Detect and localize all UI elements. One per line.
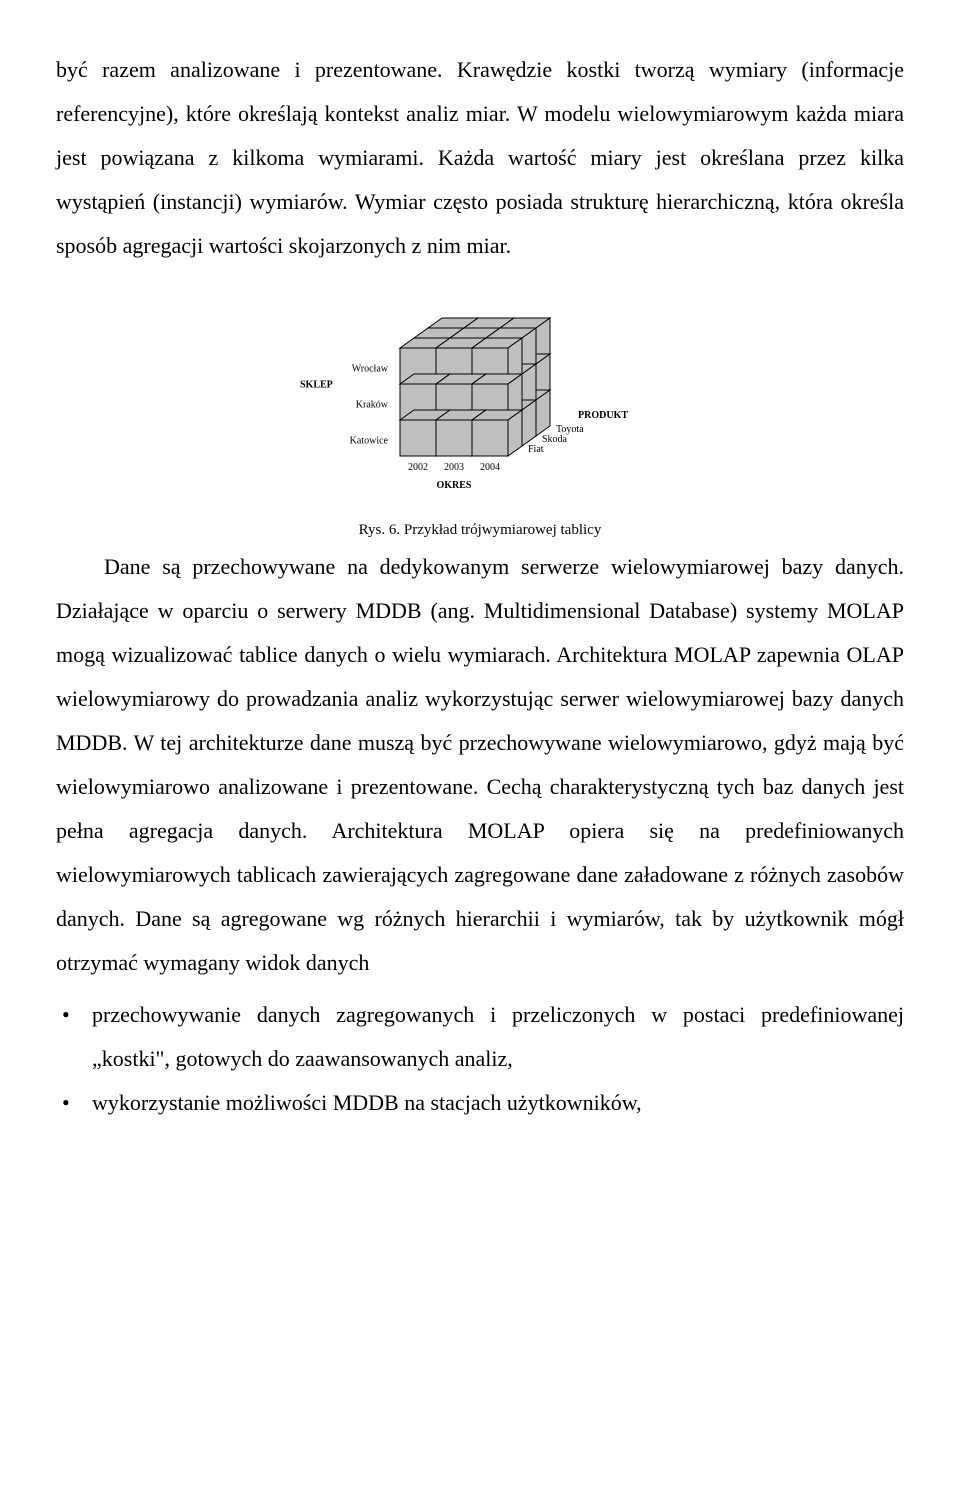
- paragraph-2: Dane są przechowywane na dedykowanym ser…: [56, 545, 904, 985]
- svg-text:2004: 2004: [480, 462, 500, 473]
- cube-diagram-svg: Wrocław Kraków Katowice SKLEP 2002 2003 2004 OK…: [270, 286, 690, 516]
- svg-text:2003: 2003: [444, 462, 464, 473]
- svg-text:SKLEP: SKLEP: [300, 380, 333, 391]
- figure-cube: Wrocław Kraków Katowice SKLEP 2002 2003 2004 OK…: [56, 286, 904, 516]
- svg-text:PRODUKT: PRODUKT: [578, 410, 628, 421]
- figure-caption: Rys. 6. Przykład trójwymiarowej tablicy: [56, 522, 904, 539]
- svg-text:Katowice: Katowice: [350, 435, 389, 446]
- svg-text:2002: 2002: [408, 462, 428, 473]
- svg-text:Kraków: Kraków: [356, 399, 389, 410]
- bullet-item-1: przechowywanie danych zagregowanych i pr…: [56, 993, 904, 1081]
- bullet-item-2: wykorzystanie możliwości MDDB na stacjac…: [56, 1081, 904, 1125]
- svg-text:Fiat: Fiat: [528, 444, 544, 455]
- svg-text:OKRES: OKRES: [436, 480, 471, 491]
- svg-text:Skoda: Skoda: [542, 434, 568, 445]
- svg-text:Wrocław: Wrocław: [352, 363, 389, 374]
- svg-text:Toyota: Toyota: [556, 424, 584, 435]
- bullet-list: przechowywanie danych zagregowanych i pr…: [56, 993, 904, 1125]
- paragraph-2-text: Dane są przechowywane na dedykowanym ser…: [56, 554, 904, 975]
- paragraph-1: być razem analizowane i prezentowane. Kr…: [56, 48, 904, 268]
